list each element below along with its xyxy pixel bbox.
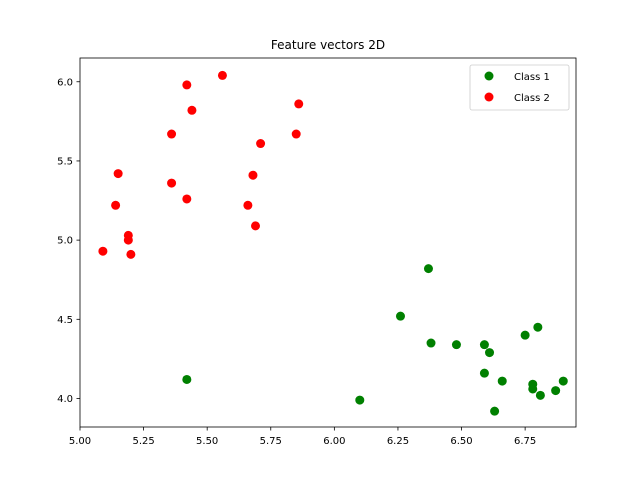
point-class-1-13 [533, 322, 543, 332]
x-tick-label: 5.75 [260, 436, 282, 447]
x-tick-label: 5.50 [196, 436, 218, 447]
point-class-1-4 [423, 264, 433, 274]
point-class-1-11 [490, 406, 500, 416]
point-class-2-4 [126, 249, 136, 259]
point-class-1-12 [520, 330, 530, 340]
point-class-1-15 [528, 384, 538, 394]
y-tick-label: 4.0 [57, 394, 73, 405]
plot-area [80, 58, 576, 427]
point-class-2-7 [167, 178, 177, 188]
y-tick-label: 6.0 [57, 77, 73, 88]
y-tick-label: 4.5 [57, 315, 73, 326]
point-class-1-17 [551, 386, 561, 396]
point-class-1-1 [182, 374, 192, 384]
point-class-2-8 [167, 129, 177, 139]
x-tick-label: 6.75 [514, 436, 536, 447]
point-class-1-16 [535, 390, 545, 400]
point-class-1-5 [426, 338, 436, 348]
x-tick-label: 5.00 [69, 436, 91, 447]
legend-box [469, 64, 570, 111]
point-class-1-2 [355, 395, 365, 405]
point-class-2-10 [182, 80, 192, 90]
chart-title: Feature vectors 2D [271, 38, 385, 52]
x-tick-label: 6.25 [387, 436, 409, 447]
point-class-2-12 [217, 70, 227, 80]
x-tick-label: 6.00 [323, 436, 345, 447]
point-class-1-10 [497, 376, 507, 386]
point-class-2-9 [182, 194, 192, 204]
legend-marker-class-1 [484, 71, 494, 81]
legend-label-class-1: Class 1 [514, 72, 550, 83]
legend-label-class-2: Class 2 [514, 93, 550, 104]
point-class-2-1 [98, 246, 108, 256]
y-tick-label: 5.0 [57, 236, 73, 247]
y-axis: 4.0 4.5 5.0 5.5 6.0 [57, 77, 80, 405]
legend: Class 1 Class 2 [469, 64, 570, 111]
point-class-1-7 [479, 340, 489, 350]
point-class-1-6 [451, 340, 461, 350]
y-tick-label: 5.5 [57, 156, 73, 167]
point-class-1-9 [479, 368, 489, 378]
point-class-2-15 [251, 221, 261, 231]
point-class-2-11 [187, 105, 197, 115]
point-class-2-5 [111, 200, 121, 210]
point-class-2-6 [113, 169, 123, 179]
point-class-2-3 [123, 230, 133, 240]
point-class-2-16 [256, 139, 266, 149]
point-class-2-13 [243, 200, 253, 210]
legend-marker-class-2 [484, 92, 494, 102]
x-axis: 5.00 5.25 5.50 5.75 6.00 6.25 6.50 6.75 [69, 427, 536, 447]
point-class-2-14 [248, 170, 258, 180]
point-class-1-8 [485, 348, 495, 358]
points-layer [98, 70, 568, 416]
plot-frame [79, 57, 577, 428]
point-class-1-3 [395, 311, 405, 321]
point-class-2-17 [291, 129, 301, 139]
point-class-1-18 [558, 376, 568, 386]
x-tick-label: 5.25 [132, 436, 154, 447]
x-tick-label: 6.50 [450, 436, 472, 447]
point-class-2-18 [294, 99, 304, 109]
